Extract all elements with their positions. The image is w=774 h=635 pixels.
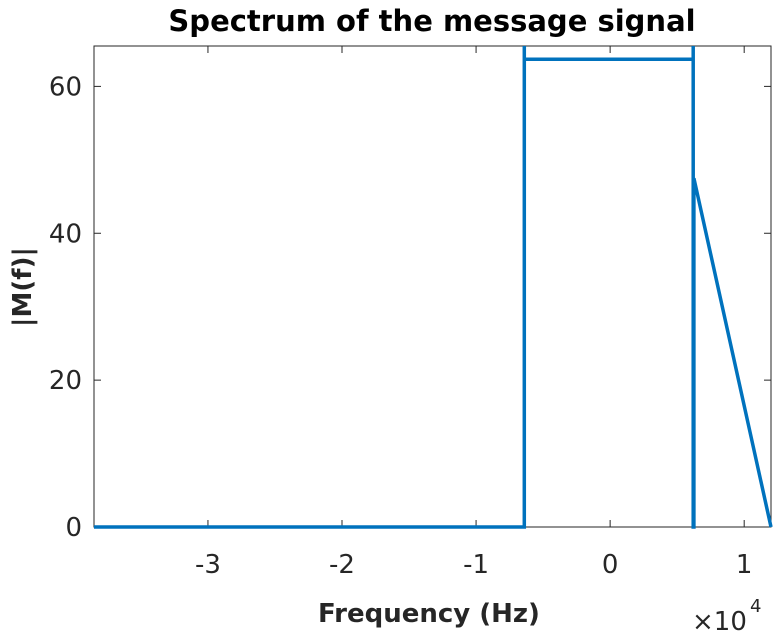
axes-box (93, 45, 772, 528)
series-layer (94, 46, 773, 529)
y-tick-label: 40 (49, 219, 82, 249)
y-axis-ticks: 0 20 40 60 (49, 72, 771, 543)
x-axis-label: Frequency (Hz) (318, 599, 540, 629)
y-tick-label: 60 (49, 72, 82, 102)
x-tick-label: -1 (463, 550, 489, 580)
x-tick-label: 0 (602, 550, 619, 580)
x-tick-label: -2 (329, 550, 355, 580)
x-axis-multiplier: ×10 4 (692, 596, 761, 635)
x-tick-label: 1 (736, 550, 753, 580)
x-multiplier-base: ×10 (692, 607, 747, 635)
series-line-0 (94, 46, 773, 529)
x-multiplier-exponent: 4 (750, 596, 761, 617)
plot-area (93, 45, 772, 528)
chart-title: Spectrum of the message signal (168, 4, 695, 38)
y-axis-label: |M(f)| (8, 247, 38, 327)
y-tick-label: 20 (49, 366, 82, 396)
y-tick-label: 0 (65, 513, 82, 543)
x-tick-label: -3 (195, 550, 221, 580)
x-axis-ticks: -3 -2 -1 0 1 (195, 46, 752, 580)
